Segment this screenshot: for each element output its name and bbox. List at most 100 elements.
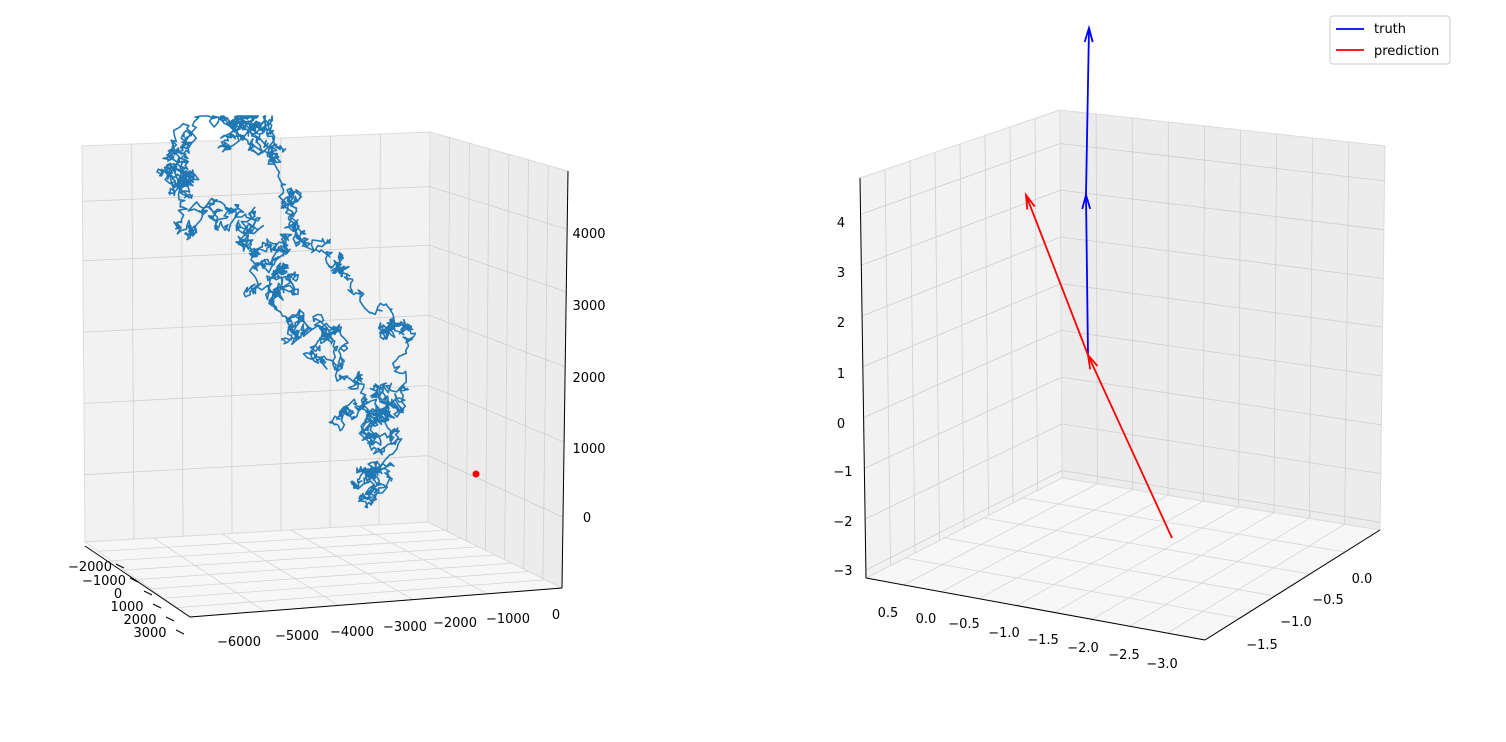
plot1-gridline	[221, 533, 340, 606]
plot2-z-tick-label: 1	[837, 367, 845, 382]
plot2-gridline	[1016, 500, 1204, 606]
plot1-current-point	[472, 470, 480, 478]
plot1-gridline	[163, 571, 529, 599]
plot2-gridline	[861, 236, 1384, 317]
plot1-y-tick-label: −6000	[217, 635, 261, 650]
plot1-x-tick-label: −2000	[68, 560, 112, 575]
plot2-x-tick-label: 0.5	[878, 606, 899, 621]
plot1-x-tick-mark	[175, 629, 185, 635]
plot2-gridline	[1167, 523, 1345, 634]
plot2-x-tick-label: −3.0	[1146, 657, 1178, 672]
plot1-y-tick-label: 0	[552, 608, 560, 623]
plot2-gridline	[905, 557, 1241, 619]
plot1-gridline	[84, 455, 564, 518]
plot2-gridline	[934, 152, 940, 541]
plot2-gridline	[959, 143, 965, 529]
plot2-truth-arrow-1-shaft	[1085, 27, 1090, 196]
plot2-gridline	[1054, 506, 1239, 613]
plot1-x-tick-label: 3000	[133, 626, 166, 641]
plot1-y-tick-label: −3000	[383, 620, 427, 635]
plot2-gridline	[1344, 141, 1350, 525]
plot1-z-tick-label: 2000	[572, 371, 605, 386]
plot2-prediction-arrow-1-head	[1024, 191, 1036, 210]
plot1-gridline	[150, 562, 512, 590]
plot2-x-tick-label: 0.0	[916, 612, 937, 627]
plot1-gridline	[137, 554, 496, 580]
plot2-gridline	[884, 169, 891, 566]
plot2-z-tick-label: 0	[837, 417, 845, 432]
plot1-x-tick-mark	[152, 603, 162, 609]
plot2-gridline	[1034, 118, 1038, 491]
plot2-gridline	[984, 135, 989, 516]
plot1-x-tick-label: 2000	[123, 613, 156, 628]
plot1-gridline	[83, 385, 565, 443]
legend: truth prediction	[1329, 15, 1451, 65]
plot2-z-tick-label: −2	[833, 515, 852, 530]
plot1-gridline	[111, 538, 462, 562]
plot1-x-tick-label: 0	[114, 587, 122, 602]
plot2-gridline	[1022, 497, 1346, 553]
legend-box	[1329, 15, 1451, 65]
plot2-gridline	[865, 470, 1381, 571]
plot1-gridline	[485, 148, 490, 551]
plot2-gridline	[909, 160, 916, 554]
plot1-x-tick-label: −1000	[82, 574, 126, 589]
plot1-gridline	[446, 137, 451, 532]
plot1-gridline	[153, 537, 265, 612]
plot2-gridline	[983, 517, 1311, 575]
plot1-left-pane	[81, 131, 431, 543]
plot2-x-tick-label: −1.5	[1027, 633, 1059, 648]
plot1-gridline	[131, 143, 135, 540]
plot1-gridline	[83, 314, 566, 368]
plot2-truth-arrow-1-head	[1083, 24, 1094, 43]
plot1-trajectory-line	[156, 115, 417, 509]
plot2-gridline	[1009, 126, 1014, 504]
plot2-gridline	[863, 329, 1383, 418]
plot2-x-tick-label: −2.0	[1067, 641, 1099, 656]
plot2-x-tick-label: −0.5	[948, 617, 980, 632]
plot1-z-tick-label: 0	[583, 511, 591, 526]
plot2-gridline	[941, 489, 1133, 593]
plot1-gridline	[98, 529, 445, 552]
plot1-z-tick-label: 4000	[572, 227, 605, 242]
plot1-gridline	[523, 159, 529, 570]
plot1-x-tick-label: 1000	[110, 600, 143, 615]
plot1-gridline	[329, 135, 331, 528]
plot2-gridline	[864, 376, 1382, 469]
plot2-x-tick-label: −1.0	[988, 626, 1020, 641]
plot1-gridline	[290, 529, 414, 600]
plot2-z-axis-line	[859, 177, 867, 579]
plot2-x-tick-label: −2.5	[1108, 648, 1140, 663]
plot2-gridline	[903, 483, 1098, 586]
plot2-prediction-arrow-0-shaft	[1087, 354, 1173, 539]
plot2-gridline	[1202, 125, 1205, 502]
plot2-y-axis-line	[1204, 529, 1381, 641]
plot2-gridline	[1308, 137, 1314, 519]
plot2-gridline	[978, 494, 1169, 600]
plot2-truth-arrow-0-shaft	[1085, 194, 1089, 356]
plot1-x-tick-mark	[115, 563, 125, 569]
plot1-gridline	[359, 525, 488, 595]
plot2-z-tick-label: 4	[837, 216, 845, 231]
plot2-y-tick-label: 0.0	[1352, 572, 1373, 587]
plot2-gridline	[944, 537, 1276, 597]
plot1-gridline	[124, 546, 479, 571]
plot1-gridline	[176, 579, 546, 609]
plot1-x-tick-mark	[143, 590, 153, 596]
legend-label-truth: truth	[1374, 22, 1406, 37]
plot1-z-tick-label: 3000	[572, 299, 605, 314]
plot1-y-axis-line	[189, 587, 563, 618]
plot2-z-tick-label: −3	[833, 564, 852, 579]
plot2-gridline	[860, 143, 1385, 215]
plot2-gridline	[1091, 512, 1275, 620]
plot2-gridline	[1129, 518, 1310, 627]
plot2-prediction-arrow-1-shaft	[1025, 194, 1089, 356]
plot2-y-tick-label: −1.0	[1280, 615, 1312, 630]
plot2-gridline	[1238, 129, 1241, 507]
plot2-z-tick-label: 3	[837, 266, 845, 281]
plot1-z-tick-label: 1000	[572, 442, 605, 457]
plot1-gridline	[82, 186, 568, 230]
plot1-y-tick-label: −4000	[330, 625, 374, 640]
plot1-gridline	[230, 139, 233, 534]
plot1-gridline	[504, 154, 510, 560]
